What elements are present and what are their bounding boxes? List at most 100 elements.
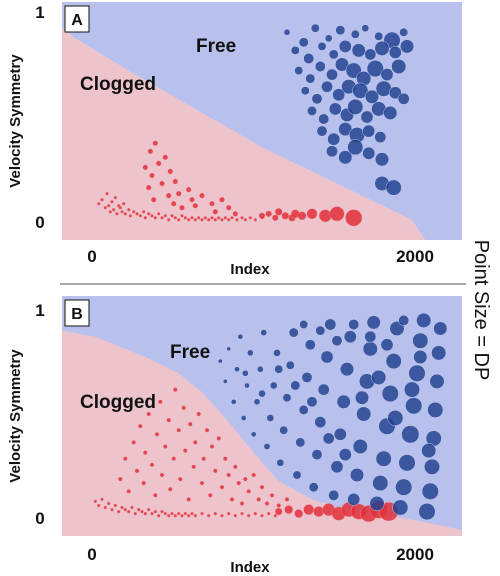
panel-b-free-point: [381, 385, 399, 403]
panel-b-clogged-point: [163, 511, 168, 516]
panel-a-clogged-point: [166, 218, 171, 222]
panel-b-clogged-point: [239, 501, 245, 506]
panel-a-clogged-point: [153, 216, 158, 220]
panel-a-clogged-point: [176, 218, 181, 222]
panel-b-clogged-label: Clogged: [80, 392, 156, 413]
panel-a-clogged-region: [62, 28, 462, 240]
panel-b-free-point: [263, 443, 271, 450]
panel-b-free-point: [322, 432, 335, 445]
panel-b-free-point: [226, 346, 232, 352]
panel-a-free-point: [321, 80, 333, 93]
panel-b-free-point: [423, 458, 441, 475]
panel-b-free-point: [338, 448, 352, 462]
panel-a-clogged-point: [142, 164, 149, 171]
panel-b-clogged-point: [159, 472, 165, 478]
panel-b-free-point: [273, 349, 281, 357]
panel-b-free-point: [433, 321, 448, 336]
panel-a-free-point: [374, 131, 387, 144]
panel-a-label-box: [64, 5, 90, 33]
panel-a-clogged-point: [199, 192, 205, 199]
panel-b-clogged-point: [193, 513, 198, 518]
panel-b-free-point: [348, 319, 360, 330]
panel-a-clogged-point: [230, 216, 234, 220]
panel-b-clogged-point: [126, 509, 131, 514]
panel-b-free-point: [308, 482, 319, 493]
panel-b-free-point: [339, 362, 355, 377]
panel-b-free-point: [276, 458, 285, 467]
panel-b-clogged-point: [193, 440, 198, 445]
panel-b-free-point: [380, 338, 394, 352]
panel-b-free-point: [356, 406, 372, 422]
panel-a-free-point: [350, 29, 360, 39]
panel-a-free-point: [360, 110, 374, 124]
panel-b-free-point: [311, 449, 323, 461]
panel-b-free-point: [398, 314, 410, 326]
panel-a-clogged-point: [183, 216, 188, 220]
panel-a-free-point: [326, 68, 338, 81]
panel-b-free-point: [237, 333, 244, 340]
panel-b-free-point: [298, 404, 309, 415]
panel-b-clogged-point: [260, 513, 264, 518]
panel-a-clogged-point: [163, 214, 168, 218]
panel-a-free-point: [366, 60, 384, 78]
panel-b-free-point: [366, 315, 381, 330]
panel-b-clogged-point: [120, 505, 124, 510]
panel-b-free-point: [288, 327, 299, 338]
panel-a-x-tick-label: 2000: [396, 247, 434, 266]
panel-a-clogged-point: [135, 212, 139, 216]
panel-b-clogged-region: [62, 330, 462, 536]
panel-b-clogged-point: [156, 513, 161, 518]
panel-b: Free Clogged B 0 1 0 2000 Index Velocity Symmetr…: [7, 296, 462, 576]
panel-b-free-point: [392, 499, 409, 516]
panel-a-clogged-point: [103, 205, 108, 210]
panel-b-clogged-point: [216, 436, 221, 441]
panel-a-free-point: [326, 145, 338, 158]
panel-b-free-point: [385, 353, 402, 370]
panel-b-clogged-point: [130, 505, 134, 510]
panel-b-clogged-point: [96, 503, 101, 508]
panel-b-y-tick-label: 0: [35, 509, 44, 528]
panel-a-clogged-point: [131, 210, 136, 214]
panel-a-clogged-point: [306, 208, 318, 220]
panel-b-clogged-point: [223, 456, 228, 461]
panel-a-free-point: [374, 31, 384, 41]
panel-a-clogged-point: [232, 211, 239, 217]
panel-b-free-point: [301, 371, 313, 383]
panel-b-clogged-point: [118, 476, 123, 482]
panel-a-free-point: [338, 150, 353, 165]
panel-a-clogged-point: [123, 212, 128, 216]
panel-b-free-point: [269, 381, 278, 390]
panel-a-clogged-point: [272, 214, 279, 222]
panel-a-clogged-point: [213, 218, 218, 222]
panel-b-free-point: [352, 438, 368, 455]
panel-b-clogged-point: [180, 513, 184, 518]
panel-a-free-point: [364, 48, 377, 61]
panel-a-free-point: [283, 28, 291, 36]
panel-b-free-point: [371, 369, 387, 385]
panel-b-points: [93, 312, 448, 523]
panel-b-free-point: [240, 415, 247, 421]
panel-a-clogged-point: [190, 216, 194, 220]
panel-a-free-point: [388, 86, 402, 100]
panel-b-free-point: [250, 431, 257, 438]
panel-a-clogged-point: [170, 214, 174, 218]
panel-a-clogged-point: [172, 178, 179, 185]
panel-b-free-point: [427, 401, 444, 418]
panel-a-clogged-point: [155, 160, 162, 167]
panel-a-free-point: [327, 132, 341, 146]
panel-b-clogged-point: [158, 399, 163, 405]
panel-b-clogged-point: [131, 440, 136, 445]
panel-a-free-point: [294, 66, 304, 76]
panel-b-clogged-point: [166, 417, 171, 423]
panel-b-free-point: [401, 425, 420, 444]
panel-b-clogged-point: [126, 489, 131, 494]
panel-b-clogged-point: [170, 511, 174, 516]
panel-b-clogged-point: [229, 497, 235, 502]
panel-a-free-point: [328, 102, 342, 116]
panel-a-clogged-point: [160, 216, 164, 220]
panel-a-clogged-point: [212, 209, 219, 215]
panel-a-clogged-point: [152, 140, 159, 146]
panel-a-free-point: [310, 23, 320, 33]
panel-a-clogged-point: [179, 204, 185, 211]
panel-a-clogged-point: [110, 199, 114, 204]
